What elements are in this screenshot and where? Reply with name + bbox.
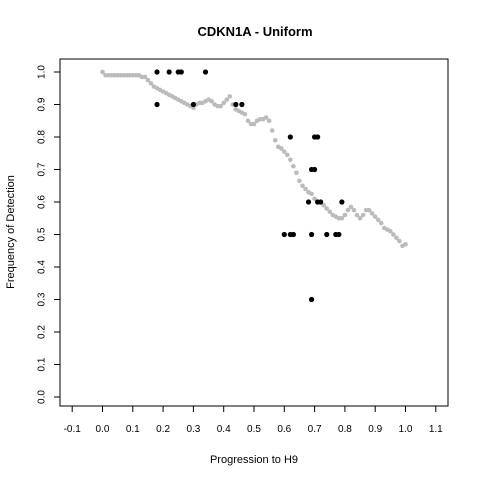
grey-point xyxy=(324,206,330,211)
grey-point xyxy=(209,98,214,104)
grey-point xyxy=(366,207,372,213)
grey-point xyxy=(348,204,354,210)
grey-point xyxy=(294,170,299,176)
black-point xyxy=(154,69,160,75)
black-point xyxy=(290,231,296,238)
y-tick-label: 0.4 xyxy=(37,260,48,274)
grey-point xyxy=(218,103,223,109)
y-tick-label: 0.9 xyxy=(37,97,48,111)
black-point xyxy=(202,69,209,75)
black-point xyxy=(305,199,312,205)
x-tick-label: 0.3 xyxy=(186,424,200,435)
x-axis-label: Progression to H9 xyxy=(210,454,298,466)
grey-point xyxy=(263,115,269,120)
grey-point xyxy=(291,163,296,169)
x-tick-label: 0.8 xyxy=(338,424,352,435)
black-point xyxy=(308,296,315,303)
grey-point xyxy=(278,146,284,151)
grey-point xyxy=(300,183,305,189)
grey-point xyxy=(303,186,308,192)
grey-point xyxy=(312,196,317,202)
grey-point xyxy=(142,74,148,80)
y-tick-label: 0.8 xyxy=(37,130,48,144)
black-point xyxy=(312,166,318,173)
grey-point xyxy=(372,214,378,219)
grey-point xyxy=(360,212,366,218)
x-tick-label: 0.0 xyxy=(96,424,110,435)
grey-point xyxy=(148,81,154,86)
grey-point xyxy=(282,149,287,154)
x-tick-label: 1.0 xyxy=(399,424,413,435)
x-tick-label: 0.1 xyxy=(126,424,140,435)
grey-point xyxy=(145,77,151,83)
grey-point xyxy=(227,94,233,99)
x-tick-label: -0.1 xyxy=(64,424,82,435)
grey-point xyxy=(224,97,230,102)
y-tick-label: 0.5 xyxy=(37,227,48,241)
black-point xyxy=(166,69,172,75)
black-point xyxy=(233,101,239,108)
grey-point xyxy=(391,232,396,237)
grey-point xyxy=(394,235,399,241)
data-points xyxy=(100,69,408,303)
black-point xyxy=(190,101,196,108)
grey-point xyxy=(297,178,302,184)
grey-point xyxy=(272,137,278,143)
grey-point xyxy=(100,69,105,75)
y-axis: 0.0 0.1 0.2 0.3 0.4 0.5 0.6 0.7 0.8 0.9 1.0 xyxy=(37,65,61,404)
y-axis-label: Frequency of Detection xyxy=(5,175,17,289)
black-point xyxy=(339,199,345,205)
x-tick-label: 1.1 xyxy=(429,424,443,435)
y-tick-label: 0.7 xyxy=(37,162,48,176)
grey-point xyxy=(327,209,333,215)
black-point xyxy=(281,231,287,238)
grey-point xyxy=(321,202,326,208)
x-tick-label: 0.2 xyxy=(156,424,170,435)
x-tick-label: 0.9 xyxy=(368,424,382,435)
grey-point xyxy=(266,118,272,124)
x-tick-label: 0.6 xyxy=(277,424,291,435)
grey-point xyxy=(375,217,381,223)
grey-point xyxy=(245,118,251,124)
grey-point xyxy=(388,228,393,234)
grey-point xyxy=(339,215,345,221)
grey-point xyxy=(357,215,363,221)
x-tick-label: 0.7 xyxy=(308,424,322,435)
x-axis: -0.1 0.0 0.1 0.2 0.3 0.4 0.5 0.6 0.7 0.8 0.9 1.0 1.1 xyxy=(64,405,443,435)
grey-point xyxy=(221,100,226,106)
chart-title: CDKN1A - Uniform xyxy=(197,24,312,39)
y-tick-label: 0.2 xyxy=(37,325,48,339)
grey-point xyxy=(269,128,275,133)
grey-point xyxy=(251,121,257,127)
grey-point xyxy=(285,152,290,158)
grey-point xyxy=(351,207,357,213)
black-point xyxy=(315,134,321,140)
y-tick-label: 0.1 xyxy=(37,357,48,371)
grey-point xyxy=(369,211,375,216)
grey-point xyxy=(288,157,293,163)
black-point xyxy=(324,231,330,238)
grey-point xyxy=(354,212,360,218)
black-point xyxy=(154,101,160,108)
x-tick-label: 0.5 xyxy=(247,424,261,435)
y-tick-label: 0.6 xyxy=(37,195,48,209)
grey-point xyxy=(309,191,314,197)
grey-point xyxy=(397,238,402,244)
black-point xyxy=(336,231,342,238)
black-point xyxy=(287,134,293,140)
black-point xyxy=(308,231,315,238)
y-tick-label: 1.0 xyxy=(37,65,48,79)
grey-point xyxy=(242,111,248,117)
grey-point xyxy=(403,241,408,247)
black-point xyxy=(178,69,184,75)
y-tick-label: 0.0 xyxy=(37,390,48,404)
black-point xyxy=(239,101,245,108)
grey-point xyxy=(378,220,384,226)
black-point xyxy=(318,199,324,205)
y-tick-label: 0.3 xyxy=(37,292,48,306)
grey-point xyxy=(345,207,351,213)
x-tick-label: 0.4 xyxy=(217,424,231,435)
grey-point xyxy=(342,212,348,218)
